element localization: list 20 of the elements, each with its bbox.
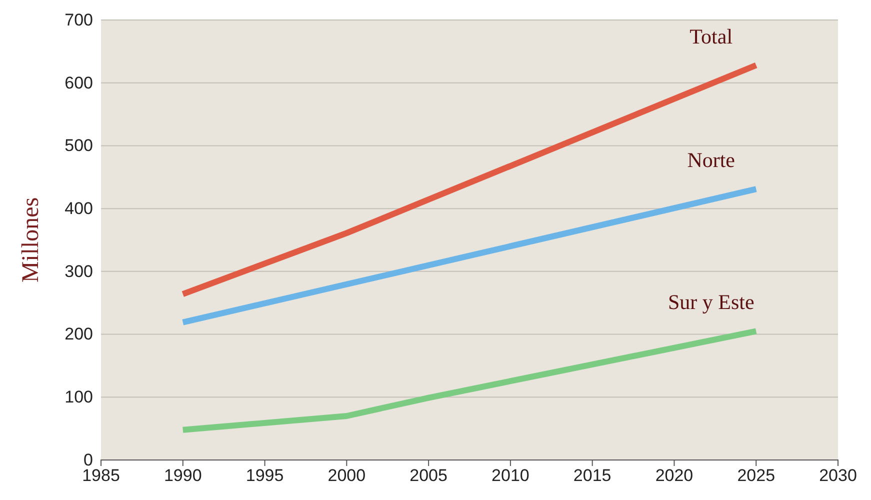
x-tick-label: 1995: [246, 466, 284, 486]
x-tick-label: 1990: [164, 466, 202, 486]
y-tick-label: 300: [64, 262, 93, 281]
series-label: Sur y Este: [668, 290, 754, 314]
x-tick-label: 2015: [573, 466, 612, 486]
y-tick-label: 500: [64, 136, 93, 156]
y-tick-label: 700: [64, 10, 93, 30]
y-tick-label: 100: [64, 388, 93, 407]
series-label: Total: [690, 24, 733, 48]
x-tick-label: 2005: [410, 466, 448, 486]
series-label: Norte: [687, 148, 736, 172]
y-tick-label: 600: [64, 73, 93, 92]
y-tick-label: 400: [64, 199, 93, 218]
x-tick-label: 2010: [492, 466, 530, 486]
x-tick-label: 2020: [655, 466, 694, 486]
y-tick-label: 200: [64, 324, 93, 344]
x-tick-label: 2025: [737, 466, 776, 486]
x-tick-label: 2030: [819, 466, 857, 486]
y-axis-title: Millones: [18, 197, 44, 283]
x-tick-label: 2000: [328, 466, 366, 486]
